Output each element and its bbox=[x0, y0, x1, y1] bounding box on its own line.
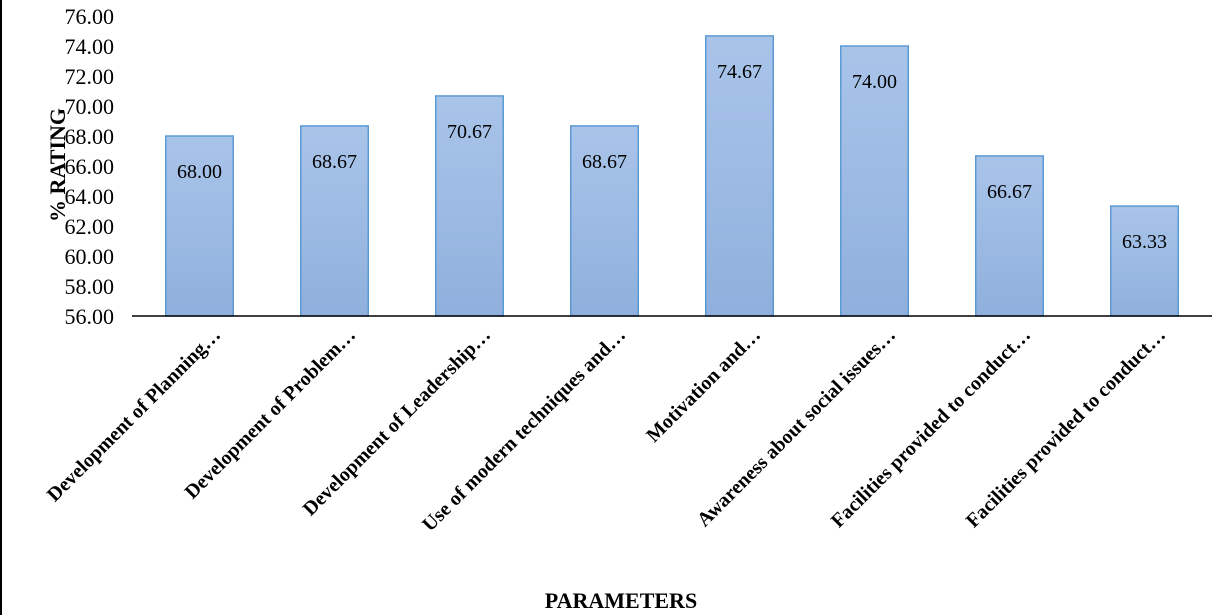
bar bbox=[1110, 205, 1179, 317]
bar bbox=[705, 35, 774, 317]
y-tick-label: 58.00 bbox=[65, 274, 115, 299]
y-tick-label: 56.00 bbox=[65, 304, 115, 329]
bar bbox=[570, 125, 639, 317]
bar bbox=[435, 95, 504, 317]
x-axis-title: PARAMETERS bbox=[545, 588, 697, 613]
category-label: Motivation and… bbox=[642, 324, 765, 447]
y-tick-label: 70.00 bbox=[65, 94, 115, 119]
bars bbox=[165, 35, 1179, 317]
y-axis-ticks: 56.00 58.00 60.00 62.00 64.00 66.00 68.00 70.00… bbox=[65, 4, 115, 329]
data-label: 74.00 bbox=[852, 71, 897, 93]
data-label: 74.67 bbox=[717, 61, 762, 83]
bar bbox=[165, 135, 234, 317]
y-tick-label: 72.00 bbox=[65, 64, 115, 89]
bar bbox=[300, 125, 369, 317]
data-label: 70.67 bbox=[447, 121, 492, 143]
data-labels: 68.00 68.67 70.67 68.67 74.67 74.00 66.67 63.33 bbox=[177, 61, 1167, 253]
y-tick-label: 74.00 bbox=[65, 34, 115, 59]
category-labels: Development of Planning…Development of P… bbox=[43, 324, 1170, 536]
y-tick-label: 68.00 bbox=[65, 124, 115, 149]
data-label: 68.67 bbox=[582, 151, 627, 173]
bar bbox=[840, 45, 909, 317]
data-label: 63.33 bbox=[1122, 231, 1167, 253]
y-tick-label: 76.00 bbox=[65, 4, 115, 29]
y-tick-label: 64.00 bbox=[65, 184, 115, 209]
y-axis-title: % RATING bbox=[45, 108, 70, 222]
y-tick-label: 62.00 bbox=[65, 214, 115, 239]
data-label: 66.67 bbox=[987, 181, 1032, 203]
data-label: 68.67 bbox=[312, 151, 357, 173]
y-tick-label: 66.00 bbox=[65, 154, 115, 179]
data-label: 68.00 bbox=[177, 161, 222, 183]
y-tick-label: 60.00 bbox=[65, 244, 115, 269]
